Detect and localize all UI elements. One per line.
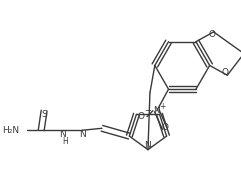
Text: N: N (145, 141, 151, 150)
Text: −: − (144, 106, 151, 115)
Text: H₂N: H₂N (3, 126, 20, 135)
Text: O: O (208, 30, 215, 39)
Text: O: O (222, 68, 229, 77)
Text: H: H (62, 136, 67, 145)
Text: N: N (79, 130, 86, 139)
Text: S: S (41, 110, 47, 119)
Text: O: O (138, 112, 145, 121)
Text: N: N (59, 130, 66, 139)
Text: +: + (160, 102, 166, 111)
Text: N: N (154, 106, 160, 115)
Text: O: O (161, 123, 168, 132)
